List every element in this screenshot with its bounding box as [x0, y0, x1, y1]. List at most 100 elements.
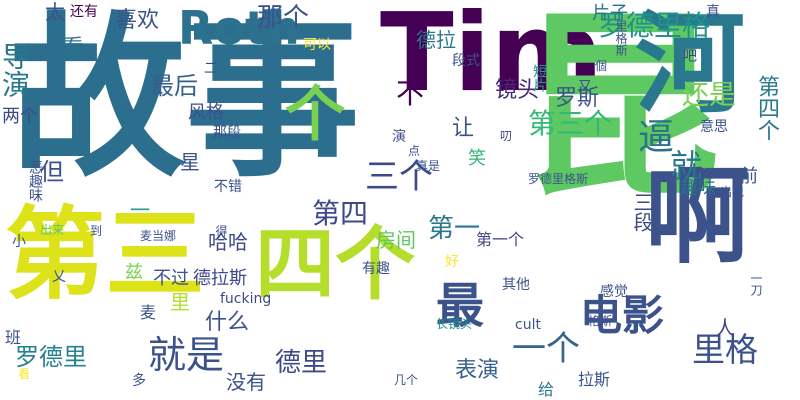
word-45: 笑: [468, 148, 486, 169]
word-98: 乂: [52, 269, 66, 285]
word-19: 就是: [148, 333, 225, 377]
word-75: 不错: [214, 179, 242, 195]
word-65: 短片: [531, 64, 547, 92]
word-53: 没有: [226, 370, 266, 394]
word-11: 太: [45, 0, 65, 24]
word-67: 二: [204, 61, 218, 77]
word-90: 麦: [140, 303, 157, 322]
word-0: 故事: [10, 0, 360, 201]
word-30: 喜欢: [115, 8, 160, 33]
word-64: 個: [595, 59, 608, 73]
word-52: 人: [715, 316, 735, 340]
word-97: 里: [170, 290, 190, 314]
word-46: 前: [740, 166, 758, 187]
word-6: 河: [616, 5, 744, 115]
word-84: 兹: [125, 262, 143, 283]
word-10: 导演: [0, 42, 31, 98]
word-70: 叨: [500, 129, 513, 143]
word-54: 给: [538, 380, 555, 399]
word-9: 个: [285, 80, 345, 150]
word-56: fucking: [220, 291, 272, 307]
word-44: 两个: [2, 106, 38, 127]
word-16: 一个: [512, 329, 580, 369]
word-96: 几个: [394, 373, 419, 387]
word-5: 啊: [645, 156, 751, 278]
word-92: 格斯: [588, 314, 613, 328]
word-89: 一刀: [749, 272, 763, 296]
word-87: 其他: [502, 277, 530, 293]
word-21: 德里: [275, 348, 328, 378]
word-4: 四个: [255, 218, 415, 311]
word-31: 第四个: [754, 75, 779, 141]
word-3: 第三: [5, 196, 205, 313]
word-7: Roth: [178, 1, 300, 55]
word-60: 段式: [452, 53, 480, 69]
word-95: 多: [132, 373, 146, 389]
word-85: 有趣: [362, 261, 390, 277]
word-62: 吧: [681, 48, 697, 62]
word-39: 让: [452, 116, 475, 141]
word-27: 但: [40, 158, 64, 186]
word-38: 不: [396, 77, 425, 110]
word-13: 罗德里格: [598, 9, 711, 42]
word-2: 昆: [520, 0, 721, 226]
word-34: 第一: [428, 214, 481, 244]
word-94: 看: [18, 367, 31, 381]
word-12: 那个: [257, 3, 310, 33]
word-32: 镜头: [495, 78, 540, 103]
word-29: 最后: [150, 72, 198, 100]
word-88: 感觉: [600, 284, 628, 300]
word-79: 出来: [40, 223, 65, 237]
word-71: 意思: [700, 119, 728, 135]
word-33: 就: [670, 147, 703, 185]
word-68: 那段: [213, 125, 241, 141]
word-59: 还有: [70, 4, 98, 20]
word-17: 最: [436, 278, 485, 334]
word-57: cult: [515, 317, 541, 333]
word-66: 又: [578, 79, 592, 95]
word-25: 还是: [682, 80, 736, 111]
word-91: 长镜头: [436, 317, 473, 331]
word-43: 片子: [592, 3, 628, 24]
word-86: 好: [445, 254, 459, 270]
word-14: 逼: [638, 117, 675, 158]
word-37: 哈哈: [208, 230, 248, 254]
word-20: 罗德里: [15, 343, 87, 371]
word-40: 星: [180, 150, 200, 174]
word-36: 房间: [376, 228, 416, 252]
word-49: 第一个: [476, 230, 525, 249]
word-61: 真: [706, 4, 720, 20]
word-63: 里格斯: [614, 20, 628, 56]
word-72: 点: [408, 144, 421, 158]
word-41: 风格: [188, 102, 224, 123]
word-69: 演: [392, 129, 406, 145]
word-80: 到: [90, 224, 103, 238]
word-78: 一: [130, 198, 150, 222]
word-48: 趣味: [680, 178, 716, 199]
word-51: 不过: [153, 268, 189, 289]
word-58: 可以: [303, 37, 331, 53]
word-24: 看: [62, 36, 85, 61]
word-42: 德拉: [416, 28, 456, 52]
word-73: 真是: [416, 159, 441, 173]
word-47: 三段: [630, 192, 654, 232]
word-77: 出现: [720, 185, 745, 199]
word-83: 得: [214, 225, 228, 237]
word-8: 电影: [580, 291, 665, 340]
word-93: 班: [5, 328, 22, 347]
word-76: 罗德里格斯: [528, 172, 589, 186]
word-23: 表演: [455, 358, 500, 383]
word-35: 什么: [205, 310, 250, 335]
word-28: 罗斯: [555, 86, 600, 111]
word-1: Tim: [380, 0, 604, 116]
word-22: 里格: [692, 330, 758, 369]
word-81: 麦当娜: [140, 229, 177, 243]
word-18: 三个: [365, 157, 433, 197]
word-55: 拉斯: [578, 370, 611, 389]
word-26: 第四: [312, 197, 369, 230]
word-74: 恶趣味: [27, 160, 43, 202]
word-15: 第三个: [528, 107, 613, 140]
word-82: 小: [12, 234, 26, 250]
word-50: 德拉斯: [193, 268, 247, 289]
